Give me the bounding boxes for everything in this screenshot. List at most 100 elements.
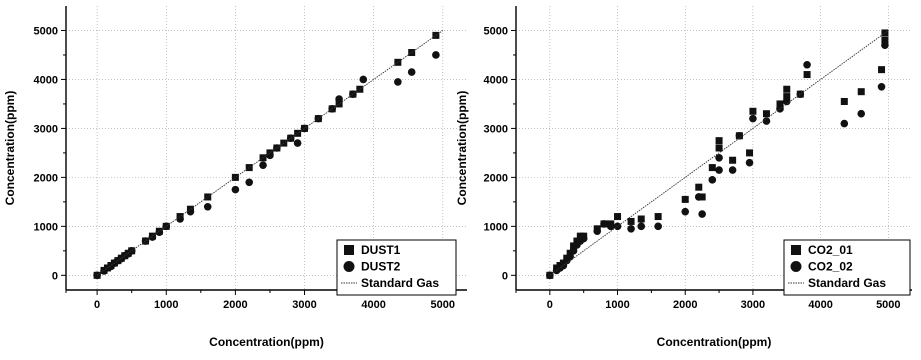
y-tick-label: 2000: [34, 172, 58, 184]
data-point-circle: [259, 161, 267, 169]
data-point-square: [715, 144, 723, 152]
data-point-circle: [293, 139, 302, 147]
legend-box: [783, 239, 911, 296]
y-tick-label: 3000: [34, 123, 58, 135]
data-point-circle: [708, 176, 717, 184]
data-point-circle: [637, 222, 646, 231]
data-point-circle: [162, 222, 171, 231]
y-tick-label: 5000: [484, 25, 508, 37]
series-standard-gas: [96, 30, 444, 276]
data-point-circle: [698, 210, 706, 218]
standard-gas-line: [96, 30, 444, 276]
data-point-circle: [335, 95, 343, 103]
x-tick-label: 0: [94, 299, 100, 311]
data-point-circle: [762, 117, 771, 125]
y-tick-label: 4000: [484, 74, 508, 86]
legend-label: DUST1: [361, 243, 401, 257]
data-point-circle: [881, 41, 889, 49]
legend-circle-icon: [343, 261, 355, 272]
data-point-square: [654, 213, 662, 221]
x-tick-label: 4000: [361, 299, 385, 311]
data-point-circle: [245, 178, 254, 187]
series-co2-02: [546, 41, 889, 280]
data-point-square: [231, 173, 239, 181]
data-point-circle: [546, 271, 554, 280]
data-point-circle: [776, 105, 784, 113]
data-point-circle: [579, 234, 588, 243]
data-point-circle: [93, 271, 101, 280]
x-axis-title: Concentration(ppm): [657, 335, 772, 349]
x-tick-label: 5000: [431, 299, 455, 311]
data-point-circle: [127, 247, 136, 255]
x-tick-label: 3000: [292, 299, 316, 311]
legend: CO2_01 CO2_02 Standard Gas: [783, 239, 911, 296]
data-point-circle: [593, 227, 602, 236]
legend-box: [336, 239, 457, 296]
data-point-square: [803, 71, 811, 79]
data-point-circle: [782, 97, 791, 106]
data-point-circle: [735, 131, 744, 140]
x-tick-label: 1000: [154, 299, 178, 311]
data-point-circle: [694, 193, 703, 201]
data-point-square: [356, 85, 364, 93]
data-point-square: [749, 107, 757, 115]
data-point-circle: [148, 233, 157, 241]
legend-circle-icon: [790, 261, 802, 272]
legend-label: DUST2: [361, 260, 401, 274]
data-point-square: [857, 88, 865, 96]
data-point-circle: [654, 222, 662, 231]
x-tick-label: 4000: [808, 299, 832, 311]
data-point-circle: [569, 247, 578, 255]
x-tick-label: 2000: [673, 299, 697, 311]
x-tick-label: 2000: [223, 299, 247, 311]
legend-label: Standard Gas: [808, 276, 886, 290]
data-point-circle: [877, 82, 886, 91]
data-point-circle: [286, 134, 295, 143]
standard-gas-line: [549, 30, 889, 276]
data-point-circle: [840, 119, 849, 128]
y-tick-label: 5000: [34, 25, 58, 37]
data-point-circle: [300, 124, 309, 133]
data-point-square: [783, 93, 791, 101]
legend-label: CO2_02: [808, 260, 853, 274]
data-point-square: [637, 215, 645, 223]
legend-label: Standard Gas: [361, 276, 439, 290]
data-point-square: [762, 110, 770, 118]
data-point-square: [881, 36, 889, 44]
legend-square-icon: [344, 245, 354, 255]
legend: DUST1 DUST2 Standard Gas: [336, 239, 457, 296]
data-point-circle: [681, 207, 690, 216]
x-tick-label: 5000: [876, 299, 900, 311]
y-tick-label: 1000: [34, 221, 58, 233]
data-point-circle: [715, 166, 723, 174]
data-point-circle: [796, 90, 805, 98]
data-point-square: [878, 66, 886, 74]
data-point-square: [729, 156, 737, 164]
legend-square-icon: [791, 245, 801, 255]
series-standard-gas: [549, 30, 889, 276]
y-tick-label: 2000: [484, 172, 508, 184]
data-point-circle: [266, 151, 274, 160]
data-point-circle: [186, 207, 195, 216]
y-tick-label: 0: [502, 270, 508, 282]
data-point-circle: [566, 252, 574, 261]
data-point-square: [776, 100, 784, 108]
data-point-circle: [231, 185, 240, 194]
data-point-circle: [749, 114, 757, 123]
y-axis-title: Concentration(ppm): [3, 91, 17, 206]
y-axis-title: Concentration(ppm): [455, 91, 469, 206]
y-tick-label: 0: [52, 270, 58, 282]
y-tick-label: 4000: [34, 74, 58, 86]
data-point-circle: [627, 224, 635, 233]
data-point-square: [783, 85, 791, 93]
data-point-square: [627, 217, 635, 225]
data-point-square: [746, 149, 754, 157]
data-point-circle: [728, 166, 737, 174]
data-point-square: [715, 137, 723, 145]
data-point-circle: [359, 75, 368, 84]
data-point-square: [681, 195, 689, 203]
x-tick-label: 0: [547, 299, 553, 311]
data-point-square: [840, 97, 848, 105]
